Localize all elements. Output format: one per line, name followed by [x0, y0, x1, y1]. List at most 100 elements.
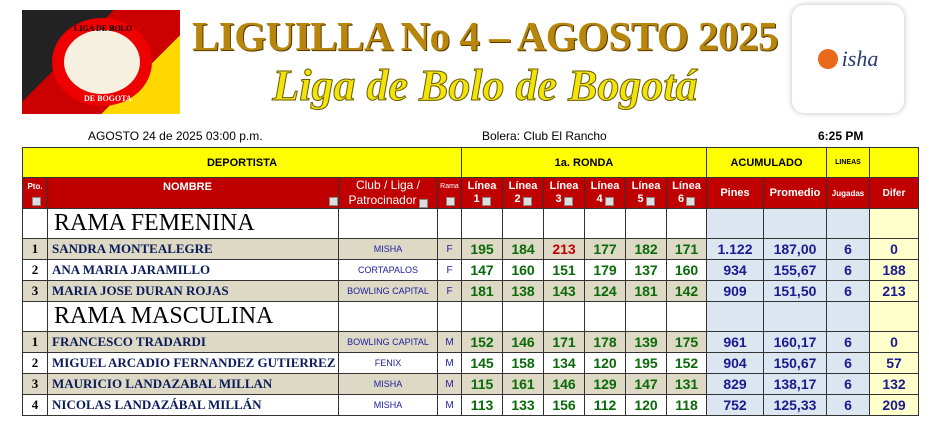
linea-4-score: 120: [584, 352, 626, 374]
linea-1-score: 147: [461, 259, 503, 281]
linea-2-score: 133: [502, 394, 544, 416]
club: MISHA: [338, 373, 438, 395]
col-linea-1[interactable]: Línea 1: [461, 177, 503, 209]
section-label: RAMA FEMENINA: [47, 208, 339, 239]
pines: 934: [706, 259, 764, 281]
linea-4-score: 112: [584, 394, 626, 416]
page-title: LIGUILLA No 4 – AGOSTO 2025: [191, 13, 779, 59]
linea-6-score: 175: [666, 331, 707, 353]
linea-5-score: 181: [625, 280, 667, 302]
rama: F: [437, 238, 462, 260]
jugadas: 6: [826, 352, 870, 374]
section-header: RAMA MASCULINA: [22, 301, 919, 332]
col-linea-6[interactable]: Línea 6: [666, 177, 707, 209]
promedio: 155,67: [763, 259, 827, 281]
promedio: 138,17: [763, 373, 827, 395]
filter-dropdown-icon: [418, 199, 428, 208]
col-jugadas: Jugadas: [826, 177, 870, 209]
table-row: 1 SANDRA MONTEALEGRE MISHA F 195 184 213 177…: [22, 238, 919, 260]
bowling-ball-icon: [817, 49, 838, 69]
linea-5-score: 139: [625, 331, 667, 353]
linea-2-score: 161: [502, 373, 544, 395]
linea-4-score: 179: [584, 259, 626, 281]
group-lineas: LINEAS: [826, 147, 870, 178]
difer: 132: [869, 373, 919, 395]
player-name: FRANCESCO TRADARDI: [47, 331, 339, 353]
promedio: 125,33: [763, 394, 827, 416]
col-linea-3[interactable]: Línea 3: [543, 177, 585, 209]
pines: 829: [706, 373, 764, 395]
group-acumulado: ACUMULADO: [706, 147, 827, 178]
linea-2-score: 160: [502, 259, 544, 281]
linea-1-score: 152: [461, 331, 503, 353]
liga-bolo-bogota-logo: LIGA DE BOLO DE BOGOTA: [22, 10, 180, 114]
club: BOWLING CAPITAL: [338, 331, 438, 353]
group-difer: [869, 147, 919, 178]
promedio: 150,67: [763, 352, 827, 374]
linea-5-score: 137: [625, 259, 667, 281]
table-row: 2 MIGUEL ARCADIO FERNANDEZ GUTIERREZ FEN…: [22, 352, 919, 374]
jugadas: 6: [826, 394, 870, 416]
results-table: DEPORTISTA 1a. RONDA ACUMULADO LINEAS Pt…: [22, 147, 919, 416]
difer: 57: [869, 352, 919, 374]
col-rama[interactable]: Rama: [437, 177, 462, 209]
player-name: MIGUEL ARCADIO FERNANDEZ GUTIERREZ: [47, 352, 339, 374]
linea-1-score: 113: [461, 394, 503, 416]
linea-3-score: 156: [543, 394, 585, 416]
group-deportista: DEPORTISTA: [22, 147, 462, 178]
linea-1-score: 181: [461, 280, 503, 302]
rama: F: [437, 259, 462, 281]
col-linea-2[interactable]: Línea 2: [502, 177, 544, 209]
linea-6-score: 171: [666, 238, 707, 260]
difer: 0: [869, 331, 919, 353]
linea-4-score: 178: [584, 331, 626, 353]
club: MISHA: [338, 238, 438, 260]
linea-3-score: 134: [543, 352, 585, 374]
rama: M: [437, 373, 462, 395]
promedio: 187,00: [763, 238, 827, 260]
linea-3-score: 171: [543, 331, 585, 353]
col-promedio: Promedio: [763, 177, 827, 209]
difer: 209: [869, 394, 919, 416]
col-club[interactable]: Club / Liga / Patrocinador: [338, 177, 438, 209]
linea-1-score: 195: [461, 238, 503, 260]
event-date: AGOSTO 24 de 2025 03:00 p.m.: [88, 129, 263, 143]
linea-2-score: 146: [502, 331, 544, 353]
jugadas: 6: [826, 331, 870, 353]
pines: 904: [706, 352, 764, 374]
club: MISHA: [338, 394, 438, 416]
col-linea-4[interactable]: Línea 4: [584, 177, 626, 209]
col-nombre[interactable]: NOMBRE: [47, 177, 339, 209]
promedio: 160,17: [763, 331, 827, 353]
table-row: 3 MAURICIO LANDAZABAL MILLAN MISHA M 115 1…: [22, 373, 919, 395]
linea-6-score: 131: [666, 373, 707, 395]
position: 2: [22, 259, 48, 281]
linea-4-score: 129: [584, 373, 626, 395]
pines: 961: [706, 331, 764, 353]
linea-6-score: 118: [666, 394, 707, 416]
position: 3: [22, 280, 48, 302]
linea-3-score: 213: [543, 238, 585, 260]
position: 4: [22, 394, 48, 416]
col-linea-5[interactable]: Línea 5: [625, 177, 667, 209]
club: FENIX: [338, 352, 438, 374]
linea-5-score: 147: [625, 373, 667, 395]
player-name: SANDRA MONTEALEGRE: [47, 238, 339, 260]
col-pto[interactable]: Pto.: [22, 177, 48, 209]
rama: M: [437, 331, 462, 353]
jugadas: 6: [826, 259, 870, 281]
jugadas: 6: [826, 280, 870, 302]
filter-dropdown-icon: [31, 197, 41, 206]
position: 3: [22, 373, 48, 395]
player-name: NICOLAS LANDAZÁBAL MILLÁN: [47, 394, 339, 416]
filter-dropdown-icon: [446, 197, 455, 206]
rama: M: [437, 394, 462, 416]
linea-2-score: 158: [502, 352, 544, 374]
linea-5-score: 195: [625, 352, 667, 374]
linea-4-score: 177: [584, 238, 626, 260]
rama: M: [437, 352, 462, 374]
position: 1: [22, 331, 48, 353]
col-pines: Pines: [706, 177, 764, 209]
venue: Bolera: Club El Rancho: [482, 129, 607, 143]
jugadas: 6: [826, 238, 870, 260]
